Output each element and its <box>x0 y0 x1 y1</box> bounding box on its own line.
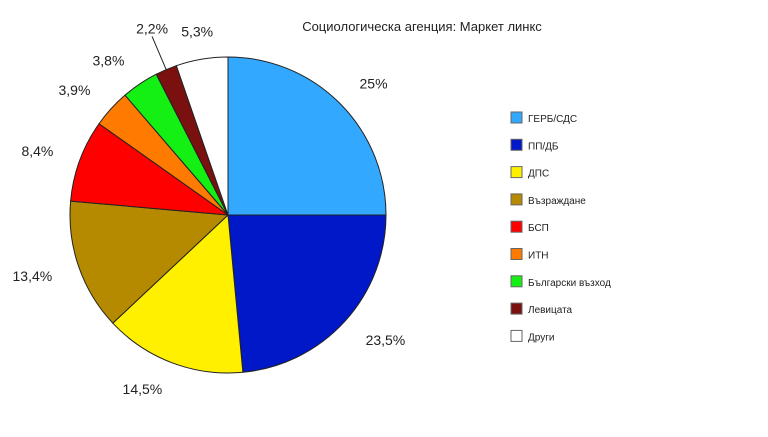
pie-slice-9 <box>175 56 229 216</box>
pie-slice-1 <box>227 56 387 216</box>
legend-label-1: ГЕРБ/СДС <box>528 114 577 125</box>
leader-line-8 <box>151 36 167 70</box>
legend: ГЕРБ/СДС ПП/ДБ ДПС Възраждане БСП ИТН Българск… <box>510 111 611 343</box>
legend-swatch-8 <box>510 302 523 315</box>
slice-label-1: 25% <box>360 75 388 91</box>
legend-label-4: Възраждане <box>528 196 586 207</box>
legend-swatch-6 <box>510 248 523 260</box>
chart-title: Социологическа агенция: Маркет линкс <box>302 19 542 34</box>
legend-swatch-9 <box>510 329 523 342</box>
slice-label-6: 3,9% <box>59 82 91 98</box>
pie-slice-4 <box>69 200 230 324</box>
legend-label-7: Български възход <box>528 278 611 289</box>
pie-slice-3 <box>112 213 244 374</box>
legend-label-8: Левицата <box>528 305 573 316</box>
legend-label-2: ПП/ДБ <box>528 141 559 152</box>
legend-label-6: ИТН <box>528 251 549 262</box>
slice-label-5: 8,4% <box>21 143 53 159</box>
legend-swatch-1 <box>510 111 523 124</box>
pie-labels: 25% 23,5% 14,5% 13,4% 8,4% 3,9%3,8% 2,2% 5,3% <box>13 20 406 397</box>
slice-label-2: 23,5% <box>366 332 406 348</box>
slice-label-9: 5,3% <box>181 24 213 40</box>
slice-label-7: 3,8% <box>92 53 124 69</box>
legend-label-5: БСП <box>528 223 549 234</box>
legend-swatch-2 <box>510 138 523 151</box>
legend-label-9: Други <box>528 332 554 343</box>
legend-swatch-7 <box>510 275 523 288</box>
pie-slices <box>69 56 387 374</box>
slice-label-3: 14,5% <box>123 381 163 397</box>
legend-swatch-3 <box>510 166 523 179</box>
slice-label-8: 2,2% <box>136 20 168 36</box>
legend-label-3: ДПС <box>528 169 549 180</box>
slice-label-4: 13,4% <box>13 268 53 284</box>
legend-swatch-4 <box>510 193 523 206</box>
pie-slice-2 <box>227 214 387 373</box>
legend-swatch-5 <box>510 220 523 233</box>
